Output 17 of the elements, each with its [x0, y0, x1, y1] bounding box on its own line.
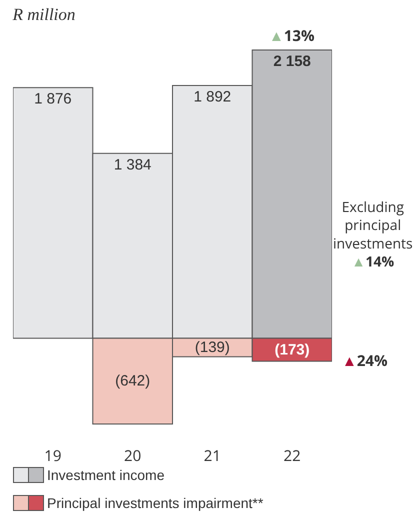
data-label: 1 384: [114, 156, 152, 174]
data-label: (642): [115, 372, 150, 390]
data-label: 1 876: [34, 90, 72, 108]
text: ▲24%: [342, 351, 388, 371]
data-label: (139): [194, 338, 230, 356]
data-label: 1 892: [194, 88, 232, 106]
x-tick-label: 20: [124, 446, 142, 466]
legend-label: Investment income: [47, 467, 164, 483]
data-label: (173): [274, 341, 310, 358]
x-tick-label: 22: [284, 446, 301, 466]
x-tick-label: 19: [44, 446, 62, 466]
chart-title: R million: [12, 4, 76, 24]
legend-label: Principal investments impairment**: [47, 495, 264, 511]
annotation: ▲13%: [269, 26, 316, 46]
text: Excluding principal investments ▲14%: [333, 198, 414, 272]
x-tick-label: 21: [204, 446, 221, 466]
data-label: 2 158: [273, 53, 311, 70]
